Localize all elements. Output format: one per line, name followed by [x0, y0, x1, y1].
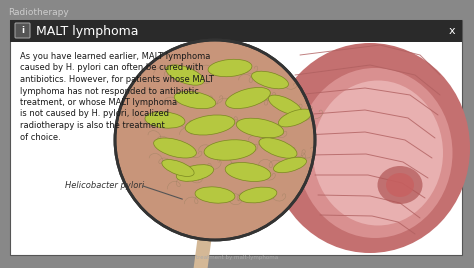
Ellipse shape — [239, 187, 277, 203]
Ellipse shape — [174, 91, 216, 109]
Text: i: i — [21, 26, 24, 35]
Text: of choice.: of choice. — [20, 132, 61, 142]
Ellipse shape — [145, 112, 185, 128]
Text: lymphoma has not responded to antibiotic: lymphoma has not responded to antibiotic — [20, 87, 199, 95]
Text: Radiotherapy: Radiotherapy — [8, 8, 69, 17]
Ellipse shape — [185, 115, 235, 135]
Text: As you have learned earlier, MALT lymphoma: As you have learned earlier, MALT lympho… — [20, 52, 210, 61]
FancyBboxPatch shape — [10, 20, 462, 42]
FancyBboxPatch shape — [10, 20, 462, 255]
Text: caused by H. pylori can often be cured with: caused by H. pylori can often be cured w… — [20, 64, 204, 73]
Ellipse shape — [195, 187, 235, 203]
Ellipse shape — [154, 138, 196, 158]
Ellipse shape — [166, 65, 204, 85]
Circle shape — [115, 40, 315, 240]
Text: treatment by malt-lymphoma: treatment by malt-lymphoma — [196, 255, 278, 260]
Ellipse shape — [259, 138, 297, 158]
Text: Helicobacter pylori: Helicobacter pylori — [65, 181, 144, 189]
Ellipse shape — [268, 95, 301, 115]
Ellipse shape — [313, 80, 443, 225]
Text: is not caused by H. pylori, localized: is not caused by H. pylori, localized — [20, 110, 169, 118]
Ellipse shape — [377, 166, 422, 204]
Ellipse shape — [273, 157, 307, 173]
Ellipse shape — [386, 173, 414, 197]
Ellipse shape — [208, 59, 252, 77]
Text: MALT lymphoma: MALT lymphoma — [36, 24, 138, 38]
Text: treatment, or whose MALT lymphoma: treatment, or whose MALT lymphoma — [20, 98, 177, 107]
Ellipse shape — [225, 162, 271, 181]
Text: radiotherapy is also the treatment: radiotherapy is also the treatment — [20, 121, 165, 130]
Ellipse shape — [204, 140, 256, 160]
Ellipse shape — [226, 87, 270, 109]
Text: x: x — [449, 26, 456, 36]
Ellipse shape — [278, 109, 311, 127]
Ellipse shape — [176, 165, 214, 181]
Ellipse shape — [162, 159, 194, 176]
Ellipse shape — [270, 43, 470, 253]
Ellipse shape — [237, 118, 283, 138]
Text: antibiotics. However, for patients whose MALT: antibiotics. However, for patients whose… — [20, 75, 214, 84]
Ellipse shape — [298, 68, 453, 238]
Ellipse shape — [252, 71, 289, 89]
FancyBboxPatch shape — [15, 23, 30, 38]
